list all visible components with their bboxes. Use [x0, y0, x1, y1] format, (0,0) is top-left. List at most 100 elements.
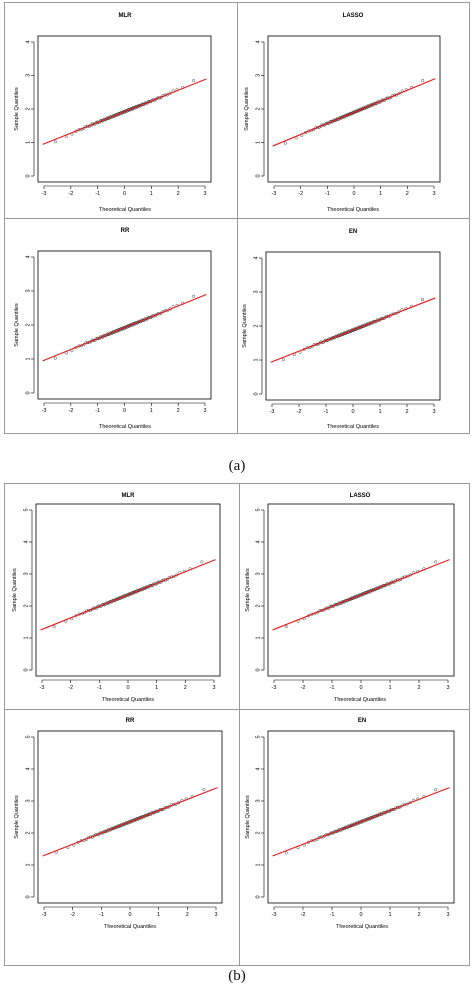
- panel-b-rr-x-tick-label: 1: [157, 912, 160, 918]
- panel-a-mlr-x-tick-label: -2: [68, 191, 73, 197]
- panel-b-mlr-reference-line: [40, 559, 216, 631]
- panel-b-mlr-y-tick-label: 1: [23, 636, 29, 639]
- panel-b-en-x-tick-label: -3: [272, 912, 277, 918]
- panel-a-en-title: EN: [349, 229, 357, 235]
- panel-a-en-y-axis-label: Sample Quantiles: [242, 304, 248, 348]
- panel-a-lasso-point: [421, 78, 425, 83]
- panel-a-rr-y-tick-label: 2: [25, 323, 31, 326]
- panel-b-en-x-tick-label: 0: [359, 912, 362, 918]
- panel-a-mlr-x-tick-label: 3: [203, 191, 206, 197]
- panel-b-rr-point: [202, 788, 206, 792]
- panel-a-lasso-title: LASSO: [343, 13, 364, 19]
- panel-b-en-point: [434, 788, 438, 792]
- panel-b-mlr-y-axis-label: Sample Quantiles: [12, 568, 18, 612]
- figure-a-horizontal-divider: [5, 218, 469, 219]
- panel-a-mlr-title: MLR: [119, 13, 133, 19]
- panel-a-lasso-x-tick-label: 2: [406, 191, 409, 197]
- panel-a-mlr-y-tick-label: 0: [25, 174, 31, 177]
- panel-a-mlr-x-tick-label: 0: [123, 191, 126, 197]
- panel-b-rr-x-tick-label: -1: [99, 912, 104, 918]
- panel-b-mlr-x-tick-label: 1: [155, 685, 158, 691]
- panel-a-rr-y-tick-label: 0: [25, 391, 31, 394]
- panel-b-en-y-tick-label: 2: [255, 831, 261, 834]
- panel-b-rr-title: RR: [126, 718, 135, 724]
- panel-a-en-reference-line: [270, 297, 436, 363]
- panel-a-mlr-point: [192, 79, 196, 83]
- panel-a-en-x-tick-label: -3: [270, 409, 275, 415]
- panel-b-lasso-reference-line: [272, 559, 450, 631]
- panel-a-en-x-tick-label: 2: [405, 409, 408, 415]
- panel-b-lasso-y-tick-label: 0: [255, 668, 261, 671]
- panel-b-mlr-x-tick-label: 0: [126, 685, 129, 691]
- panel-a-lasso-point: [283, 141, 287, 145]
- panel-a-rr-x-tick-label: -1: [95, 408, 100, 414]
- panel-b-lasso-y-tick-label: 3: [255, 572, 261, 575]
- panel-a-en-x-tick-label: 3: [432, 409, 435, 415]
- panel-a-mlr-x-tick-label: -1: [95, 191, 100, 197]
- panel-b-lasso-x-tick-label: -1: [330, 685, 335, 691]
- panel-a-lasso-x-axis-label: Theoretical Quantiles: [327, 207, 379, 213]
- panel-b-en-y-tick-label: 1: [255, 863, 261, 866]
- panel-a-rr-plot-frame: [37, 250, 212, 400]
- panel-b-mlr-plot-frame: [35, 503, 221, 677]
- panel-b-rr-x-tick-label: -2: [70, 912, 75, 918]
- panel-b-lasso-x-tick-label: 2: [417, 685, 420, 691]
- panel-a-lasso-x-tick-label: 3: [432, 191, 435, 197]
- panel-a-mlr-x-tick-label: -3: [42, 191, 47, 197]
- panel-b-en-x-tick-label: 3: [446, 912, 449, 918]
- panel-b-rr-x-tick-label: 3: [214, 912, 217, 918]
- panel-a-en-y-tick-label: 0: [253, 392, 259, 395]
- panel-a-rr-point: [53, 356, 57, 360]
- panel-b-mlr-x-tick-label: -3: [40, 685, 45, 691]
- panel-a-en-x-tick-label: -1: [324, 409, 329, 415]
- figure-b-label: (b): [228, 968, 246, 984]
- panel-b-lasso-x-tick-label: -2: [301, 685, 306, 691]
- panel-b-lasso-y-tick-label: 4: [255, 540, 261, 543]
- panel-a-en-plot-frame: [265, 251, 441, 401]
- panel-a-rr-y-tick-label: 3: [25, 289, 31, 292]
- panel-b-en-plot-frame: [267, 730, 455, 904]
- panel-b-mlr-x-tick-label: -2: [68, 685, 73, 691]
- panel-a-mlr-x-tick-label: 1: [150, 191, 153, 197]
- panel-a-rr-x-tick-label: 1: [150, 408, 153, 414]
- panel-a-lasso-y-tick-label: 1: [255, 141, 261, 144]
- panel-b-lasso-x-axis-label: Theoretical Quantiles: [334, 697, 386, 703]
- panel-b-rr-y-tick-label: 2: [25, 831, 31, 834]
- panel-b-en-x-tick-label: 1: [388, 912, 391, 918]
- panel-a-mlr-x-tick-label: 2: [177, 191, 180, 197]
- panel-b-mlr-y-tick-label: 3: [23, 572, 29, 575]
- panel-b-en-y-axis-label: Sample Quantiles: [245, 795, 251, 839]
- panel-b-en-y-tick-label: 3: [255, 799, 261, 802]
- panel-a-mlr-y-axis-label: Sample Quantiles: [14, 87, 20, 131]
- panel-b-lasso-x-tick-label: 0: [359, 685, 362, 691]
- panel-a-lasso-x-tick-label: -1: [325, 191, 330, 197]
- panel-a-rr-x-tick-label: 0: [123, 408, 126, 414]
- panel-b-rr-reference-line: [42, 787, 218, 857]
- panel-b-mlr-x-axis-label: Theoretical Quantiles: [102, 697, 154, 703]
- panel-b-lasso-x-tick-label: 1: [388, 685, 391, 691]
- panel-a-rr-x-tick-label: 2: [177, 408, 180, 414]
- panel-b-mlr-x-tick-label: -1: [97, 685, 102, 691]
- panel-a-rr-y-axis-label: Sample Quantiles: [14, 303, 20, 347]
- panel-a-rr-title: RR: [121, 228, 130, 234]
- panel-b-rr-y-tick-label: 1: [25, 863, 31, 866]
- panel-a-mlr-y-tick-label: 4: [25, 40, 31, 43]
- panel-b-lasso-plot-frame: [267, 503, 455, 677]
- panel-b-lasso-x-tick-label: -3: [272, 685, 277, 691]
- panel-a-en-y-tick-label: 2: [253, 324, 259, 327]
- panel-a-lasso-x-tick-label: 0: [352, 191, 355, 197]
- panel-b-rr-x-tick-label: 2: [186, 912, 189, 918]
- panel-b-rr-y-tick-label: 5: [25, 735, 31, 738]
- panel-a-lasso-plot-frame: [267, 35, 441, 183]
- panel-b-en-y-tick-label: 5: [255, 735, 261, 738]
- figure-b-horizontal-divider: [5, 709, 469, 710]
- panel-a-lasso-x-tick-label: -3: [272, 191, 277, 197]
- panel-a-rr-reference-line: [42, 294, 207, 362]
- panel-b-rr-y-tick-label: 4: [25, 767, 31, 770]
- panel-b-en-title: EN: [358, 718, 366, 724]
- panel-b-en-reference-line: [272, 787, 450, 857]
- panel-b-lasso-y-tick-label: 2: [255, 604, 261, 607]
- panel-a-en-y-tick-label: 4: [253, 256, 259, 259]
- panel-b-lasso-y-tick-label: 1: [255, 636, 261, 639]
